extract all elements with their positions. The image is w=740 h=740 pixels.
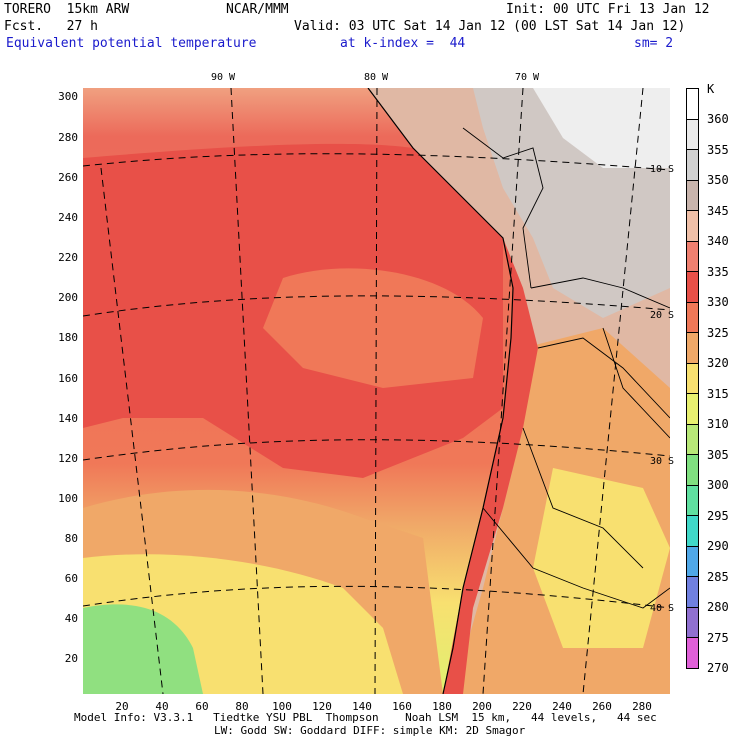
colorbar-swatch — [686, 332, 699, 364]
colorbar-label: 355 — [707, 142, 729, 157]
x-tick: 140 — [352, 700, 372, 713]
lat-label-30s: 30 S — [650, 456, 675, 467]
colorbar-swatch — [686, 271, 699, 303]
colorbar-swatch — [686, 240, 699, 272]
y-tick: 180 — [58, 331, 78, 344]
colorbar-label: 330 — [707, 295, 729, 309]
organization-label: NCAR/MMM — [226, 2, 289, 17]
colorbar-swatch — [686, 393, 699, 425]
x-tick: 60 — [195, 700, 209, 713]
x-tick: 20 — [115, 700, 129, 713]
colorbar-swatch — [686, 576, 699, 608]
colorbar-swatch — [686, 88, 699, 120]
x-tick: 280 — [632, 700, 652, 713]
colorbar-label: 290 — [707, 539, 729, 553]
y-tick: 80 — [64, 532, 78, 545]
y-tick: 300 — [58, 90, 78, 103]
zone-305-south — [83, 604, 203, 694]
colorbar-label: 305 — [707, 447, 729, 462]
coastal-red-strip — [443, 238, 538, 694]
colorbar-swatch — [686, 149, 699, 181]
y-tick: 60 — [64, 572, 78, 585]
colorbar-label: 310 — [707, 417, 729, 431]
colorbar-swatch — [686, 210, 699, 242]
colorbar-swatch — [686, 515, 699, 547]
x-tick: 120 — [312, 700, 332, 713]
y-tick: 140 — [58, 412, 78, 425]
y-tick: 100 — [58, 492, 78, 505]
colorbar-swatch — [686, 362, 699, 394]
lon-label-90w: 90 W — [210, 72, 236, 83]
x-tick: 80 — [235, 700, 249, 713]
lon-label-80w: 80 W — [363, 72, 389, 83]
lat-label-10s: 10 S — [650, 164, 675, 175]
field-name: Equivalent potential temperature — [6, 36, 257, 51]
y-tick: 20 — [64, 652, 78, 665]
colorbar-label: 320 — [707, 356, 729, 370]
x-tick: 160 — [392, 700, 412, 713]
colorbar-label: 300 — [707, 478, 729, 492]
colorbar-label: 345 — [707, 203, 729, 218]
x-tick: 40 — [155, 700, 169, 713]
valid-time: Valid: 03 UTC Sat 14 Jan 12 (00 LST Sat … — [294, 19, 686, 34]
x-tick: 260 — [592, 700, 612, 713]
model-title: TORERO 15km ARW — [4, 2, 130, 17]
colorbar-label: 285 — [707, 569, 729, 584]
colorbar-label: 280 — [707, 600, 729, 614]
colorbar-label: 340 — [707, 234, 729, 248]
colorbar-unit: K — [707, 82, 715, 96]
land-coldest — [533, 88, 670, 168]
lat-label-40s: 40 S — [650, 603, 675, 614]
colorbar-label: 295 — [707, 508, 729, 523]
model-physics: LW: Godd SW: Goddard DIFF: simple KM: 2D… — [214, 724, 526, 737]
y-tick: 120 — [58, 452, 78, 465]
forecast-hour: Fcst. 27 h — [4, 19, 98, 34]
y-tick: 220 — [58, 251, 78, 264]
lat-lon-grid — [83, 88, 670, 694]
lon-label-70w: 70 W — [514, 72, 540, 83]
colorbar-swatch — [686, 118, 699, 150]
y-tick: 240 — [58, 211, 78, 224]
colorbar-swatch — [686, 484, 699, 516]
colorbar-swatch — [686, 637, 699, 669]
x-tick: 200 — [472, 700, 492, 713]
inland-yellow — [533, 468, 670, 648]
level-label: at k-index = 44 — [340, 36, 466, 51]
colorbar-label: 275 — [707, 630, 729, 645]
colorbar-swatch — [686, 606, 699, 638]
y-tick: 160 — [58, 372, 78, 385]
model-info: Model Info: V3.3.1 Tiedtke YSU PBL Thomp… — [74, 711, 657, 724]
colorbar-label: 350 — [707, 173, 729, 187]
colorbar-label: 315 — [707, 386, 729, 401]
y-tick: 40 — [64, 612, 78, 625]
smoothing-label: sm= 2 — [634, 36, 674, 51]
map-plot — [83, 88, 670, 694]
colorbar-label: 335 — [707, 264, 729, 279]
x-tick: 100 — [272, 700, 292, 713]
x-tick: 220 — [512, 700, 532, 713]
x-tick: 240 — [552, 700, 572, 713]
colorbar-swatch — [686, 179, 699, 211]
colorbar-swatch — [686, 454, 699, 486]
colorbar-swatch — [686, 301, 699, 333]
colorbar-label: 270 — [707, 661, 729, 675]
x-tick: 180 — [432, 700, 452, 713]
zone-325 — [263, 268, 483, 388]
y-tick: 200 — [58, 291, 78, 304]
colorbar-label: 325 — [707, 325, 729, 340]
colorbar-swatch — [686, 423, 699, 455]
y-tick: 280 — [58, 131, 78, 144]
country-borders — [462, 127, 670, 609]
colorbar-swatch — [686, 545, 699, 577]
colorbar-label: 360 — [707, 112, 729, 126]
y-tick: 260 — [58, 171, 78, 184]
lat-label-20s: 20 S — [650, 310, 675, 321]
init-time: Init: 00 UTC Fri 13 Jan 12 — [506, 2, 710, 17]
coastline — [367, 88, 514, 694]
